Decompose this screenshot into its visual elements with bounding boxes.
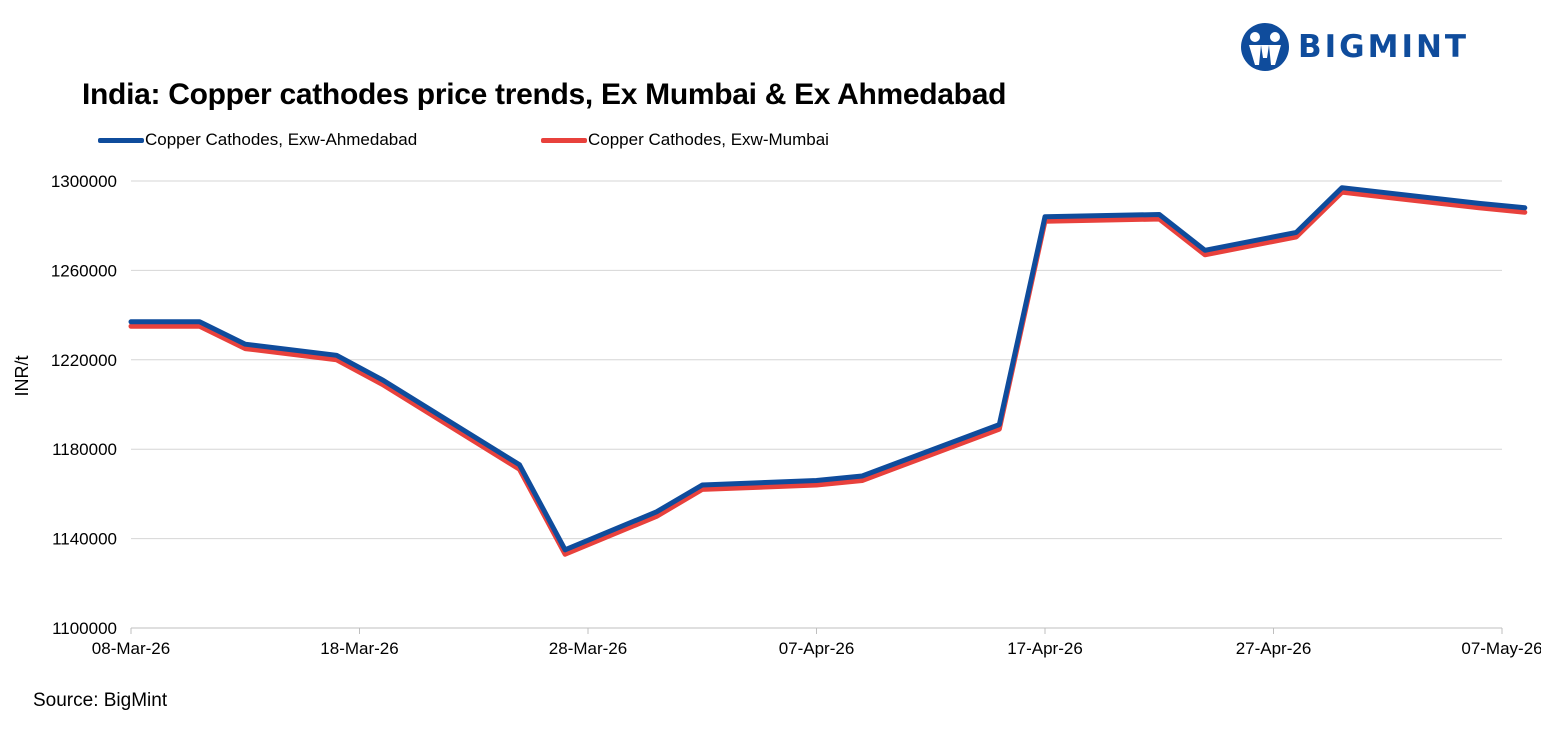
source-note: Source: BigMint (33, 690, 168, 711)
x-tick-label: 18-Mar-26 (320, 639, 398, 658)
y-tick-label: 1100000 (52, 619, 117, 638)
y-tick-label: 1260000 (51, 261, 117, 280)
chart-title: India: Copper cathodes price trends, Ex … (82, 78, 1007, 111)
legend-item-mumbai: Copper Cathodes, Exw-Mumbai (541, 130, 829, 150)
gridlines (131, 180, 1502, 540)
legend-swatch-mumbai (541, 137, 587, 143)
x-tick-label: 17-Apr-26 (1007, 639, 1083, 658)
tick-labels: 1100000 1140000 1180000 1220000 1260000 13000… (51, 172, 1541, 658)
axes (130, 627, 1503, 634)
x-tick-label: 27-Apr-26 (1236, 639, 1312, 658)
bigmint-people-icon (1241, 23, 1289, 71)
series-line-mumbai (128, 189, 1528, 557)
legend-swatch-ahmedabad (98, 137, 144, 143)
brand-name: BIGMINT (1298, 29, 1470, 65)
x-tick-label: 07-Apr-26 (779, 639, 855, 658)
legend-item-ahmedabad: Copper Cathodes, Exw-Ahmedabad (98, 130, 417, 150)
x-tick-label: 07-May-26 (1461, 639, 1541, 658)
legend-label-ahmedabad: Copper Cathodes, Exw-Ahmedabad (145, 130, 418, 149)
series-lines (128, 185, 1528, 557)
x-tick-label: 28-Mar-26 (549, 639, 627, 658)
y-axis-title: INR/t (12, 355, 32, 396)
y-tick-label: 1140000 (52, 530, 117, 549)
y-tick-label: 1300000 (51, 172, 117, 191)
series-line-ahmedabad (128, 185, 1528, 553)
y-tick-label: 1220000 (51, 351, 117, 370)
legend-label-mumbai: Copper Cathodes, Exw-Mumbai (588, 130, 829, 149)
x-tick-label: 08-Mar-26 (92, 639, 170, 658)
y-tick-label: 1180000 (52, 440, 117, 459)
brand-logo: BIGMINT (1240, 22, 1469, 72)
